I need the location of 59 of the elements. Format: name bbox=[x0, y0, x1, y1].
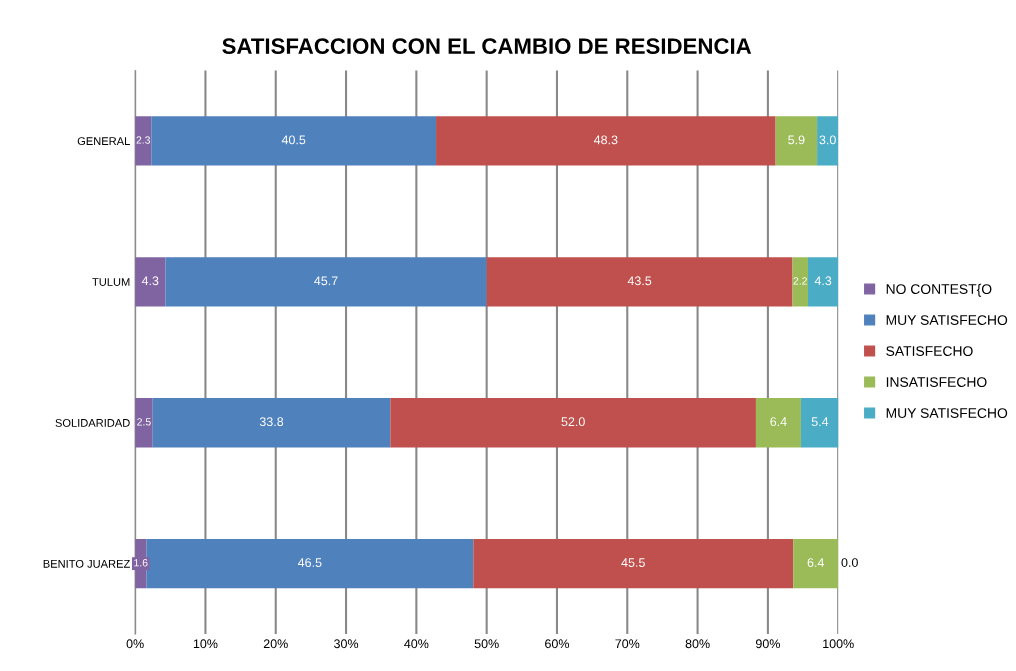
bar bbox=[486, 257, 793, 307]
x-tick-label: 80% bbox=[685, 639, 710, 649]
data-label: 5.9 bbox=[788, 135, 805, 145]
x-tick-label: 50% bbox=[474, 639, 499, 649]
bar bbox=[146, 538, 474, 589]
data-label: 1.6 bbox=[134, 559, 148, 567]
y-tick-label: GENERAL bbox=[77, 137, 130, 146]
x-tick-label: 40% bbox=[404, 639, 429, 649]
bar bbox=[390, 398, 756, 448]
data-label: 5.4 bbox=[811, 417, 829, 427]
data-label: 6.4 bbox=[770, 417, 787, 427]
x-tick-label: 100% bbox=[823, 639, 854, 649]
y-tick-label: TULUM bbox=[92, 278, 130, 286]
data-label: 4.3 bbox=[141, 276, 159, 286]
bar bbox=[165, 257, 487, 307]
y-tick-label: BENITO JUAREZ bbox=[43, 559, 130, 568]
x-tick-label: 90% bbox=[755, 639, 780, 649]
data-label: 46.5 bbox=[297, 558, 322, 567]
bar bbox=[792, 257, 808, 307]
bar bbox=[135, 398, 153, 448]
bar bbox=[793, 538, 839, 589]
data-label: 40.5 bbox=[281, 135, 306, 145]
data-label: 33.8 bbox=[259, 417, 284, 427]
bar bbox=[807, 257, 839, 307]
legend-label: SATISFECHO bbox=[886, 346, 973, 356]
bar bbox=[817, 116, 839, 166]
data-label: 45.7 bbox=[314, 276, 338, 286]
legend-label: MUY SATISFECHO bbox=[886, 315, 1008, 325]
x-tick-label: 70% bbox=[615, 639, 640, 649]
data-label: 3.0 bbox=[819, 135, 836, 145]
chart-title: SATISFACCION CON EL CAMBIO DE RESIDENCIA bbox=[222, 38, 752, 55]
legend-label: INSATISFECHO bbox=[886, 377, 987, 388]
data-label: 0.0 bbox=[841, 558, 858, 567]
x-tick-label: 0% bbox=[126, 639, 144, 649]
x-tick-label: 30% bbox=[334, 639, 359, 649]
x-tick-label: 10% bbox=[193, 639, 218, 649]
bar bbox=[135, 116, 152, 166]
data-label: 2.3 bbox=[136, 136, 150, 144]
y-tick-label: SOLIDARIDAD bbox=[55, 419, 130, 427]
data-label: 48.3 bbox=[593, 135, 618, 145]
data-label: 2.5 bbox=[137, 418, 151, 426]
bar bbox=[775, 116, 818, 166]
data-label: 52.0 bbox=[561, 417, 585, 427]
data-label: 45.5 bbox=[621, 558, 645, 567]
bar bbox=[800, 398, 839, 448]
x-tick-label: 60% bbox=[545, 639, 570, 649]
bar bbox=[473, 538, 794, 589]
data-label: 6.4 bbox=[807, 558, 825, 567]
legend-label: MUY SATISFECHO bbox=[886, 408, 1008, 419]
data-label: 2.2 bbox=[793, 277, 807, 285]
data-label: 43.5 bbox=[627, 276, 652, 286]
bar bbox=[151, 116, 437, 166]
legend-label: NO CONTEST{O bbox=[886, 283, 992, 297]
bar bbox=[755, 398, 801, 448]
bar bbox=[135, 257, 166, 307]
data-label: 4.3 bbox=[814, 276, 832, 286]
bar bbox=[436, 116, 776, 166]
bar bbox=[152, 398, 391, 448]
x-tick-label: 20% bbox=[263, 639, 288, 649]
